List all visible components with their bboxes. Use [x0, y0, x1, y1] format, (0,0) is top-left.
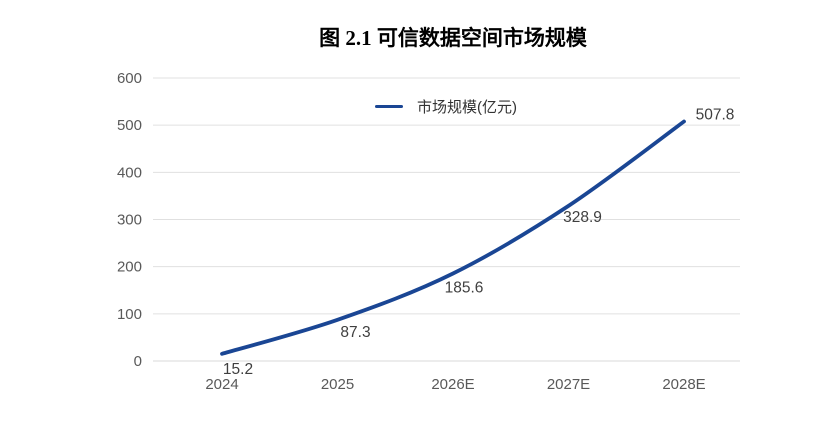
data-label: 507.8: [696, 106, 735, 123]
y-tick-label: 200: [117, 259, 142, 276]
data-label: 185.6: [445, 279, 484, 296]
data-label: 15.2: [223, 361, 253, 378]
chart-title: 图 2.1 可信数据空间市场规模: [319, 26, 587, 50]
legend-label: 市场规模(亿元): [417, 99, 517, 116]
data-label: 328.9: [563, 209, 602, 226]
data-label: 87.3: [340, 324, 370, 341]
y-tick-label: 500: [117, 117, 142, 134]
y-tick-label: 600: [117, 70, 142, 87]
x-tick-label: 2028E: [662, 376, 705, 393]
series-line: [220, 119, 686, 356]
y-tick-label: 0: [134, 353, 142, 370]
x-tick-label: 2025: [321, 376, 354, 393]
y-tick-label: 400: [117, 164, 142, 181]
legend: 市场规模(亿元): [375, 96, 517, 117]
y-tick-label: 100: [117, 306, 142, 323]
legend-line-swatch-icon: [375, 105, 403, 108]
x-tick-label: 2024: [205, 376, 238, 393]
y-tick-label: 300: [117, 212, 142, 229]
x-tick-label: 2027E: [547, 376, 590, 393]
x-tick-label: 2026E: [431, 376, 474, 393]
